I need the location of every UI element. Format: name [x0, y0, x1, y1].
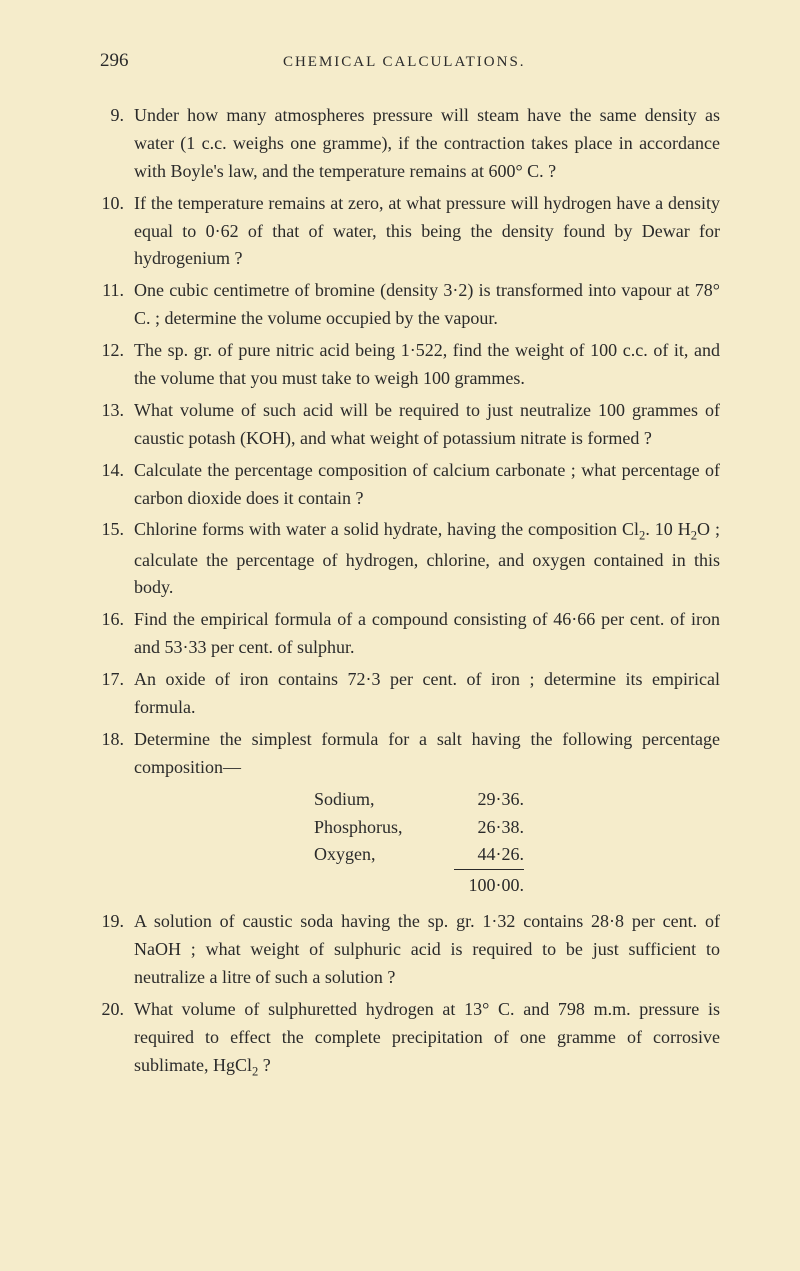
question-19: 19. A solution of caustic soda having th…: [100, 908, 720, 992]
question-text: If the temperature remains at zero, at w…: [134, 190, 720, 274]
text-fragment: . 10 H: [645, 519, 690, 539]
question-number: 14.: [100, 457, 134, 513]
text-fragment: ?: [258, 1055, 271, 1075]
question-text: What volume of sulphuretted hydrogen at …: [134, 996, 720, 1082]
composition-label: Sodium,: [314, 786, 444, 814]
text-fragment: Chlorine forms with water a solid hydrat…: [134, 519, 639, 539]
question-10: 10. If the temperature remains at zero, …: [100, 190, 720, 274]
question-list: 9. Under how many atmospheres pressure w…: [100, 102, 720, 1082]
question-9: 9. Under how many atmospheres pressure w…: [100, 102, 720, 186]
question-text: An oxide of iron contains 72·3 per cent.…: [134, 666, 720, 722]
question-number: 13.: [100, 397, 134, 453]
question-text: One cubic centimetre of bromine (density…: [134, 277, 720, 333]
question-text: A solution of caustic soda having the sp…: [134, 908, 720, 992]
question-number: 10.: [100, 190, 134, 274]
composition-row: Sodium, 29·36.: [314, 786, 720, 814]
question-20: 20. What volume of sulphuretted hydrogen…: [100, 996, 720, 1082]
question-16: 16. Find the empirical formula of a comp…: [100, 606, 720, 662]
composition-table: Sodium, 29·36. Phosphorus, 26·38. Oxygen…: [314, 786, 720, 901]
question-number: 11.: [100, 277, 134, 333]
question-number: 19.: [100, 908, 134, 992]
composition-row: Oxygen, 44·26.: [314, 841, 720, 869]
question-text: Calculate the percentage composition of …: [134, 457, 720, 513]
question-number: 12.: [100, 337, 134, 393]
composition-label: Phosphorus,: [314, 814, 444, 842]
question-14: 14. Calculate the percentage composition…: [100, 457, 720, 513]
question-text: The sp. gr. of pure nitric acid being 1·…: [134, 337, 720, 393]
chapter-title: CHEMICAL CALCULATIONS.: [89, 54, 721, 71]
question-text: Chlorine forms with water a solid hydrat…: [134, 516, 720, 602]
question-number: 15.: [100, 516, 134, 602]
question-number: 18.: [100, 726, 134, 904]
composition-value: 44·26.: [444, 841, 524, 869]
question-text: Find the empirical formula of a compound…: [134, 606, 720, 662]
question-number: 20.: [100, 996, 134, 1082]
question-11: 11. One cubic centimetre of bromine (den…: [100, 277, 720, 333]
page-header: 296 CHEMICAL CALCULATIONS.: [100, 50, 720, 72]
question-15: 15. Chlorine forms with water a solid hy…: [100, 516, 720, 602]
question-17: 17. An oxide of iron contains 72·3 per c…: [100, 666, 720, 722]
text-fragment: Determine the simplest formula for a sal…: [134, 729, 720, 777]
composition-total: 100·00.: [454, 869, 524, 900]
question-12: 12. The sp. gr. of pure nitric acid bein…: [100, 337, 720, 393]
question-text: Determine the simplest formula for a sal…: [134, 726, 720, 904]
question-18: 18. Determine the simplest formula for a…: [100, 726, 720, 904]
question-13: 13. What volume of such acid will be req…: [100, 397, 720, 453]
question-text: What volume of such acid will be require…: [134, 397, 720, 453]
text-fragment: What volume of sulphuretted hydrogen at …: [134, 999, 720, 1075]
question-number: 16.: [100, 606, 134, 662]
composition-value: 29·36.: [444, 786, 524, 814]
question-text: Under how many atmospheres pressure will…: [134, 102, 720, 186]
composition-row: Phosphorus, 26·38.: [314, 814, 720, 842]
question-number: 9.: [100, 102, 134, 186]
composition-label: Oxygen,: [314, 841, 444, 869]
question-number: 17.: [100, 666, 134, 722]
composition-value: 26·38.: [444, 814, 524, 842]
